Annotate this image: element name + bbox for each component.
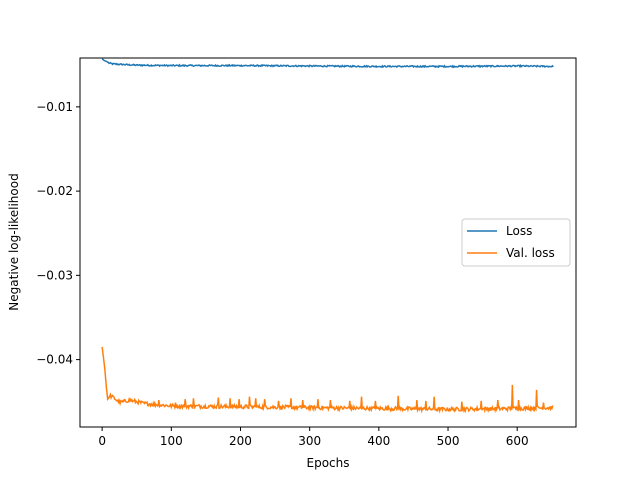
- y-tick-label: −0.02: [36, 184, 73, 198]
- x-tick-label: 100: [160, 434, 183, 448]
- y-axis-ticks: −0.01 −0.02 −0.03 −0.04: [36, 100, 80, 367]
- legend: Loss Val. loss: [461, 218, 571, 267]
- series-line-loss: [101, 58, 554, 69]
- x-tick-label: 300: [298, 434, 321, 448]
- y-tick-label: −0.04: [36, 353, 73, 367]
- x-tick-label: 0: [98, 434, 106, 448]
- x-axis-label: Epochs: [307, 456, 350, 470]
- y-tick-label: −0.01: [36, 100, 73, 114]
- y-axis-label: Negative log-likelihood: [7, 173, 21, 310]
- x-tick-label: 600: [506, 434, 529, 448]
- x-tick-label: 500: [437, 434, 460, 448]
- series-layer: [101, 58, 554, 414]
- series-line-val-loss: [101, 346, 554, 414]
- x-tick-label: 400: [367, 434, 390, 448]
- y-tick-label: −0.03: [36, 268, 73, 282]
- x-axis-ticks: 0 100 200 300 400 500 600: [98, 427, 529, 448]
- axes-frame: [79, 57, 577, 428]
- legend-label-val-loss: Val. loss: [506, 246, 555, 260]
- x-tick-label: 200: [229, 434, 252, 448]
- legend-label-loss: Loss: [506, 224, 532, 238]
